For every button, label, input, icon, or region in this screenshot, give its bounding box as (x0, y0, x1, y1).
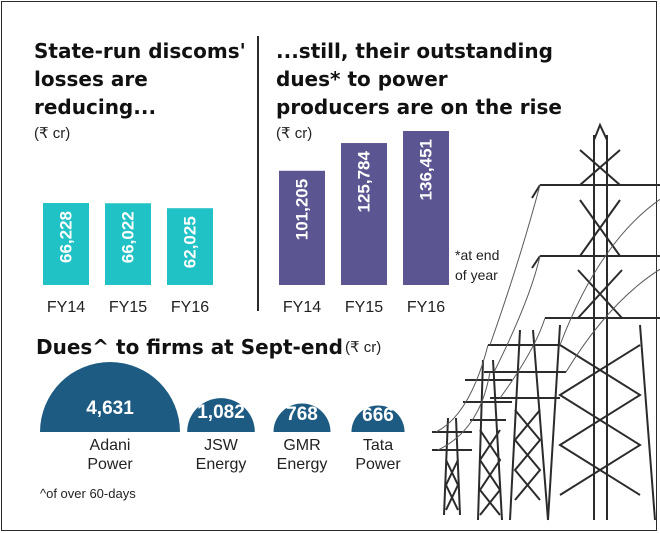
losses-bar-fy16 (167, 208, 213, 285)
losses-value-label: 62,025 (181, 216, 200, 268)
firm-name-label: Adani (90, 437, 131, 454)
losses-category-label: FY15 (109, 299, 147, 316)
left-panel-unit: (₹ cr) (34, 125, 71, 142)
right-panel-unit: (₹ cr) (276, 125, 313, 142)
dues-value-label: 125,784 (355, 150, 374, 212)
losses-value-label: 66,228 (57, 211, 76, 263)
firm-name-label: Tata (363, 437, 393, 454)
firm-dues-value-label: 666 (362, 405, 394, 426)
losses-bar-fy14 (43, 203, 89, 285)
dues-value-label: 136,451 (417, 139, 436, 200)
firm-name-label: Energy (277, 456, 328, 473)
firm-name-label: Energy (196, 456, 247, 473)
right-panel-title: ...still, their outstanding dues* to pow… (276, 39, 562, 119)
firm-dues-mark (273, 403, 331, 432)
firm-name-label: Power (87, 456, 133, 473)
dues-bar-fy16 (403, 131, 449, 285)
dues-value-label: 101,205 (293, 179, 312, 240)
dues-category-label: FY15 (345, 299, 383, 316)
bottom-panel-title: Dues^ to firms at Sept-end (36, 335, 343, 359)
firm-dues-mark (187, 398, 255, 432)
losses-category-label: FY14 (47, 299, 85, 316)
dues-bar-fy14 (279, 170, 325, 285)
footnote-end-of-year-2: of year (455, 267, 498, 283)
losses-bar-fy15 (105, 203, 151, 285)
firm-name-label: Power (355, 456, 401, 473)
losses-value-label: 66,022 (118, 211, 137, 263)
dues-category-label: FY16 (407, 299, 445, 316)
left-panel-title: State-run discoms' losses are reducing..… (34, 39, 246, 119)
firm-name-label: JSW (204, 437, 239, 454)
firm-dues-mark (351, 405, 405, 432)
losses-category-label: FY16 (171, 299, 209, 316)
firm-dues-value-label: 1,082 (197, 402, 245, 423)
bottom-panel-unit: (₹ cr) (345, 339, 382, 356)
panel-divider (257, 36, 259, 311)
bottom-panel-footnote: ^of over 60-days (40, 486, 136, 501)
dues-category-label: FY14 (283, 299, 321, 316)
firm-dues-mark (40, 362, 180, 432)
firm-name-label: GMR (283, 437, 320, 454)
firm-dues-value-label: 4,631 (86, 398, 134, 419)
footnote-end-of-year-1: *at end (455, 247, 500, 263)
firm-dues-value-label: 768 (286, 404, 318, 425)
dues-bar-fy15 (341, 143, 387, 285)
